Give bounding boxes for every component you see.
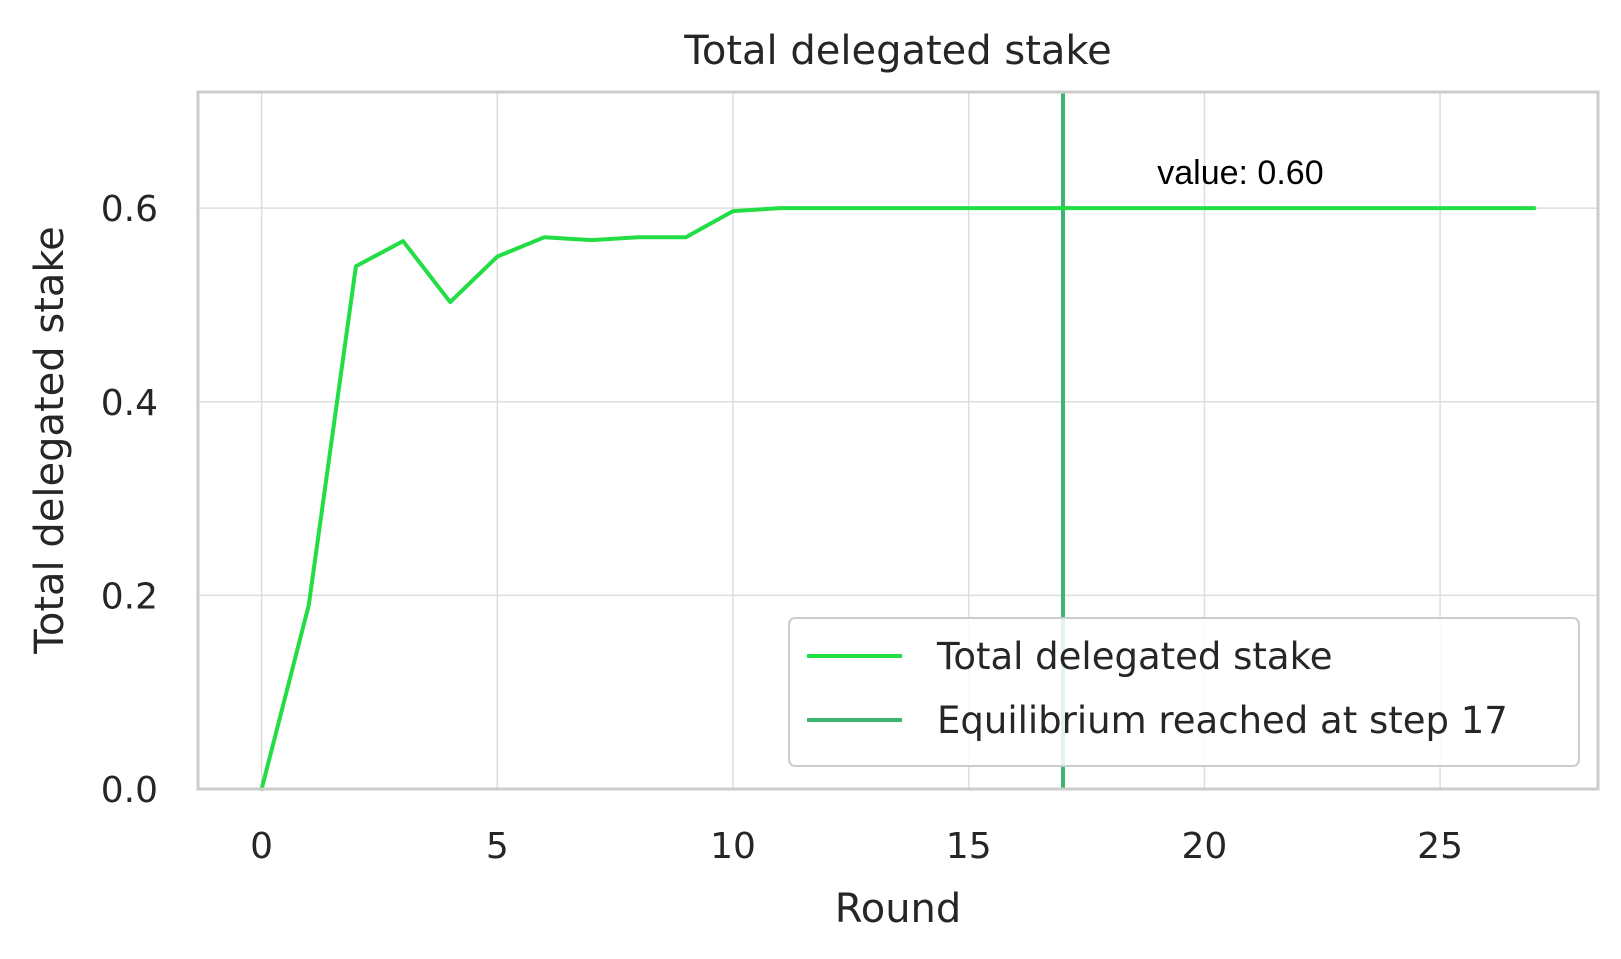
x-tick-label-1: 5 <box>486 826 509 867</box>
x-tick-label-4: 20 <box>1181 826 1227 867</box>
x-tick-label-3: 15 <box>946 826 992 867</box>
x-axis-ticks: 0 5 10 15 20 25 <box>250 826 1463 867</box>
plot-frame <box>196 90 1600 791</box>
series-line-0 <box>259 206 1537 791</box>
annotations: value: 0.60 <box>1157 154 1323 192</box>
x-axis-label: Round <box>835 886 962 932</box>
series-layer <box>259 206 1537 791</box>
y-tick-label-1: 0.2 <box>101 576 158 617</box>
legend-box <box>788 617 1580 767</box>
x-tick-label-0: 0 <box>250 826 273 867</box>
legend-label-series: Total delegated stake <box>936 635 1332 678</box>
y-axis-label: Total delegated stake <box>27 226 73 655</box>
x-tick-label-5: 25 <box>1417 826 1463 867</box>
x-tick-label-2: 10 <box>710 826 756 867</box>
chart-title: Total delegated stake <box>683 28 1112 74</box>
y-tick-label-0: 0.0 <box>101 770 158 811</box>
annotation-0: value: 0.60 <box>1157 154 1323 192</box>
y-axis-ticks: 0.0 0.2 0.4 0.6 <box>101 189 158 811</box>
legend-label-equilibrium: Equilibrium reached at step 17 <box>937 699 1508 742</box>
legend: Total delegated stake Equilibrium reache… <box>788 617 1580 767</box>
y-tick-label-2: 0.4 <box>101 383 158 424</box>
y-tick-label-3: 0.6 <box>101 189 158 230</box>
